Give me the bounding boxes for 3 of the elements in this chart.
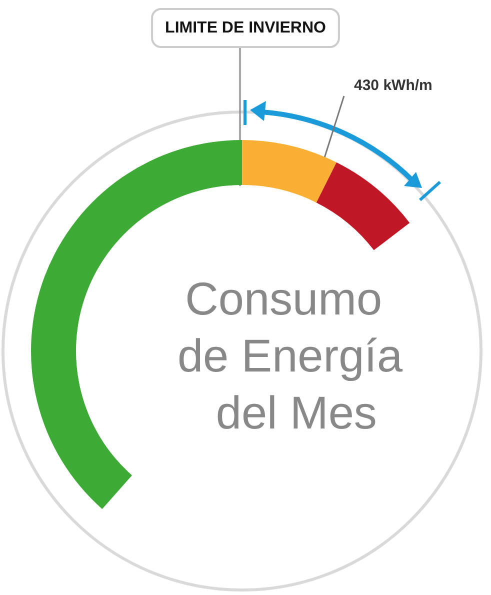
text: Consumo de Energía del Mes — [177, 272, 403, 438]
text: LIMITE DE INVIERNO — [165, 20, 326, 36]
text: 430 kWh/m — [354, 77, 432, 94]
